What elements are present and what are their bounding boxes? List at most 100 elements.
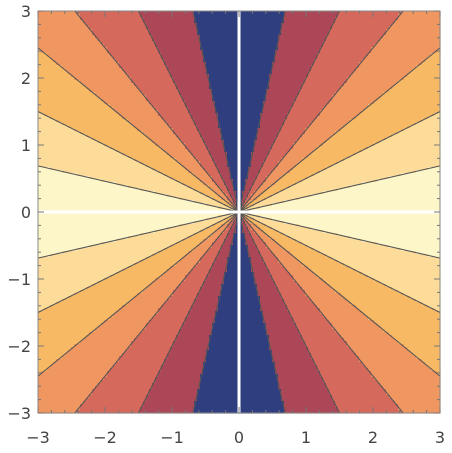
contour-cell: [50, 74, 54, 78]
contour-cell: [266, 35, 270, 39]
contour-cell: [194, 104, 198, 108]
contour-cell: [65, 53, 69, 57]
contour-cell: [356, 104, 360, 108]
contour-cell: [365, 80, 369, 84]
contour-cell: [104, 29, 108, 33]
contour-cell: [317, 32, 321, 36]
contour-cell: [299, 50, 303, 54]
contour-cell: [194, 89, 198, 93]
contour-cell: [80, 35, 84, 39]
contour-cell: [161, 32, 165, 36]
contour-cell: [293, 35, 297, 39]
contour-cell: [185, 92, 189, 96]
contour-cell: [260, 62, 264, 66]
contour-cell: [173, 23, 177, 27]
contour-cell: [284, 101, 288, 105]
contour-cell: [326, 26, 330, 30]
contour-cell: [281, 29, 285, 33]
contour-cell: [311, 74, 315, 78]
contour-cell: [95, 107, 99, 111]
contour-cell: [368, 29, 372, 33]
contour-cell: [89, 41, 93, 45]
contour-cell: [371, 86, 375, 90]
contour-cell: [410, 20, 414, 24]
contour-cell: [191, 86, 195, 90]
contour-cell: [122, 86, 126, 90]
contour-cell: [260, 89, 264, 93]
contour-cell: [113, 104, 117, 108]
contour-cell: [428, 98, 432, 102]
contour-cell: [437, 107, 441, 111]
contour-cell: [104, 56, 108, 60]
contour-cell: [212, 23, 216, 27]
contour-cell: [227, 80, 231, 84]
contour-cell: [344, 38, 348, 42]
contour-cell: [350, 77, 354, 81]
contour-cell: [350, 92, 354, 96]
contour-cell: [194, 71, 198, 75]
contour-cell: [200, 77, 204, 81]
contour-cell: [77, 17, 81, 21]
contour-cell: [95, 32, 99, 36]
contour-cell: [377, 104, 381, 108]
contour-cell: [299, 26, 303, 30]
contour-cell: [134, 14, 138, 18]
contour-cell: [233, 65, 237, 69]
contour-cell: [398, 95, 402, 99]
contour-cell: [143, 89, 147, 93]
contour-cell: [230, 62, 234, 66]
contour-cell: [404, 14, 408, 18]
contour-cell: [326, 44, 330, 48]
contour-cell: [275, 53, 279, 57]
contour-cell: [140, 14, 144, 18]
contour-cell: [86, 44, 90, 48]
contour-cell: [209, 83, 213, 87]
contour-cell: [260, 71, 264, 75]
contour-cell: [191, 20, 195, 24]
contour-cell: [209, 71, 213, 75]
contour-cell: [92, 71, 96, 75]
contour-cell: [98, 29, 102, 33]
contour-cell: [398, 41, 402, 45]
contour-cell: [269, 50, 273, 54]
contour-cell: [209, 104, 213, 108]
contour-cell: [434, 47, 438, 51]
contour-cell: [431, 98, 435, 102]
contour-cell: [50, 89, 54, 93]
contour-cell: [257, 86, 261, 90]
contour-cell: [86, 47, 90, 51]
contour-cell: [353, 74, 357, 78]
contour-cell: [251, 65, 255, 69]
contour-cell: [311, 26, 315, 30]
contour-cell: [92, 26, 96, 30]
contour-cell: [98, 23, 102, 27]
contour-cell: [194, 101, 198, 105]
contour-cell: [131, 71, 135, 75]
contour-cell: [263, 80, 267, 84]
contour-cell: [263, 74, 267, 78]
contour-cell: [428, 83, 432, 87]
contour-cell: [272, 29, 276, 33]
contour-cell: [182, 35, 186, 39]
contour-cell: [260, 53, 264, 57]
contour-cell: [122, 35, 126, 39]
contour-cell: [44, 86, 48, 90]
contour-cell: [188, 35, 192, 39]
contour-cell: [215, 86, 219, 90]
contour-cell: [377, 65, 381, 69]
contour-cell: [284, 41, 288, 45]
contour-cell: [362, 101, 366, 105]
contour-cell: [269, 59, 273, 63]
contour-cell: [362, 56, 366, 60]
contour-cell: [125, 38, 129, 42]
contour-cell: [308, 41, 312, 45]
contour-cell: [224, 74, 228, 78]
contour-cell: [422, 74, 426, 78]
contour-cell: [125, 89, 129, 93]
contour-cell: [344, 29, 348, 33]
contour-cell: [302, 23, 306, 27]
contour-cell: [326, 11, 330, 15]
contour-cell: [323, 86, 327, 90]
contour-cell: [38, 92, 42, 96]
contour-cell: [314, 11, 318, 15]
